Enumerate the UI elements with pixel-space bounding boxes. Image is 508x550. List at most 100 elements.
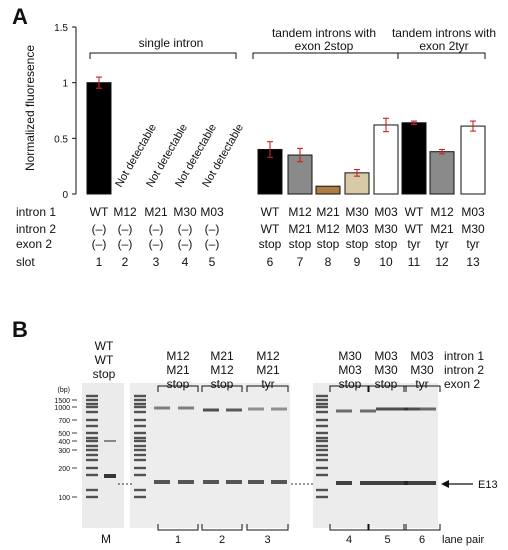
band bbox=[336, 409, 352, 413]
gel-headers: WTWTstopM12M21stopM21M12stopM12M21tyrM30… bbox=[93, 339, 441, 392]
error-bar bbox=[411, 120, 417, 125]
ladder-band bbox=[86, 418, 98, 422]
error-bar bbox=[439, 148, 445, 155]
ladder-band bbox=[134, 495, 146, 499]
lane-pair-label: lane pair bbox=[442, 534, 485, 546]
cell: 4 bbox=[182, 255, 189, 269]
lane-pair-bracket bbox=[368, 524, 407, 531]
cell: M30 bbox=[461, 222, 485, 236]
y-axis: 0 0.5 1 1.5 bbox=[54, 23, 77, 201]
bracket-exon2tyr bbox=[398, 52, 486, 59]
ladder-label: 700 bbox=[58, 418, 70, 425]
header-line: stop bbox=[375, 377, 398, 391]
band bbox=[404, 481, 420, 485]
cell: M03 bbox=[374, 205, 398, 219]
header-line: stop bbox=[211, 377, 234, 391]
band-label: E13 bbox=[478, 479, 498, 491]
ladder-band bbox=[134, 453, 146, 457]
band bbox=[420, 481, 436, 485]
band bbox=[392, 481, 408, 485]
ladder-band bbox=[86, 436, 98, 440]
row-label: intron 2 bbox=[444, 363, 484, 377]
row-label: intron 1 bbox=[16, 205, 56, 219]
cell: M30 bbox=[173, 205, 197, 219]
cell: stop bbox=[289, 237, 312, 251]
ladder-band bbox=[86, 488, 98, 492]
lane-pair-bracket bbox=[246, 524, 289, 531]
bar-slot-11 bbox=[401, 122, 427, 195]
header-line: M03 bbox=[338, 363, 362, 377]
bar-slot-8 bbox=[315, 185, 341, 195]
band bbox=[404, 407, 420, 411]
header-line: tyr bbox=[261, 377, 274, 391]
band bbox=[203, 408, 219, 412]
cell: M21 bbox=[316, 205, 340, 219]
error-bar bbox=[470, 120, 476, 132]
ladder-band bbox=[134, 398, 146, 402]
error-bar bbox=[354, 168, 360, 177]
ladder-band bbox=[134, 402, 146, 406]
band bbox=[336, 481, 352, 485]
band bbox=[392, 407, 408, 411]
cell: (–) bbox=[205, 222, 220, 236]
ladder-band bbox=[86, 495, 98, 499]
ladder-band bbox=[86, 473, 98, 477]
y-tick-label: 0.5 bbox=[54, 134, 68, 145]
ladder-band bbox=[86, 453, 98, 457]
cell: M03 bbox=[345, 222, 369, 236]
row-label: intron 2 bbox=[16, 222, 56, 236]
cell: WT bbox=[405, 222, 424, 236]
ladder-label: 500 bbox=[58, 431, 70, 438]
ladder-band bbox=[134, 488, 146, 492]
lane-pair-bracket bbox=[329, 524, 369, 531]
ladder-band bbox=[134, 448, 146, 452]
bp-unit: (bp) bbox=[58, 387, 70, 394]
header-bracket bbox=[368, 385, 407, 392]
ladder-band bbox=[134, 458, 146, 462]
band bbox=[271, 480, 287, 484]
error-bar bbox=[267, 141, 273, 158]
ladder-label: 300 bbox=[58, 448, 70, 455]
header-line: M12 bbox=[166, 349, 190, 363]
group-label-exon2stop: tandem introns with exon 2stop bbox=[272, 26, 376, 53]
ladder-label: 400 bbox=[58, 439, 70, 446]
ladder-band bbox=[86, 466, 98, 470]
ladder-band bbox=[316, 410, 328, 414]
ladder-band bbox=[86, 410, 98, 414]
cell: M03 bbox=[461, 205, 485, 219]
cell: 13 bbox=[466, 255, 480, 269]
cell: (–) bbox=[178, 237, 193, 251]
ladder-band bbox=[86, 405, 98, 409]
lane-pair-number: 1 bbox=[175, 534, 181, 546]
group-brackets bbox=[89, 52, 486, 59]
band bbox=[420, 407, 436, 411]
ladder-band bbox=[316, 458, 328, 462]
bar-slot-10 bbox=[373, 124, 399, 195]
cell: tyr bbox=[435, 237, 448, 251]
header-line: stop bbox=[339, 377, 362, 391]
cell: WT bbox=[261, 205, 280, 219]
ladder-band bbox=[316, 444, 328, 448]
bracket-exon2stop bbox=[252, 52, 399, 59]
cell: M12 bbox=[113, 205, 137, 219]
y-tick-label: 1 bbox=[62, 79, 68, 90]
header-line: M03 bbox=[410, 349, 434, 363]
bar-slot-1 bbox=[86, 82, 112, 195]
bar-slot-13 bbox=[460, 125, 486, 195]
cell: stop bbox=[317, 237, 340, 251]
marker-label: M bbox=[101, 532, 111, 546]
band bbox=[154, 480, 170, 484]
panel-a-label: A bbox=[12, 4, 28, 29]
row-label: exon 2 bbox=[16, 237, 52, 251]
ladder-band bbox=[316, 436, 328, 440]
cell: stop bbox=[259, 237, 282, 251]
ladder-band bbox=[316, 402, 328, 406]
header-line: M21 bbox=[256, 363, 280, 377]
band bbox=[104, 440, 116, 442]
header-line: M03 bbox=[374, 349, 398, 363]
header-line: WT bbox=[95, 339, 114, 353]
bar-slot-12 bbox=[429, 151, 455, 195]
y-tick-label: 0 bbox=[62, 190, 68, 201]
